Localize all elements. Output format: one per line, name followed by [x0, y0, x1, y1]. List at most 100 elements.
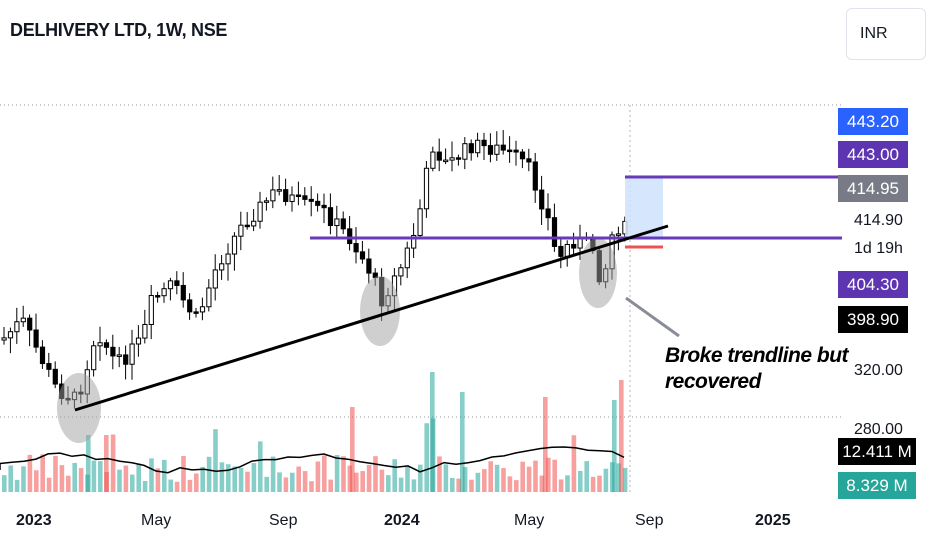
candle-body: [142, 323, 148, 339]
candle-body: [430, 151, 436, 169]
volume-bar: [520, 461, 525, 492]
volume-bar: [34, 470, 39, 492]
volume-bar: [53, 456, 58, 492]
currency-button[interactable]: INR: [846, 8, 926, 60]
volume-bar: [456, 478, 461, 492]
candle-body: [468, 143, 474, 154]
volume-bar: [443, 464, 449, 492]
candle-body: [174, 280, 180, 286]
candle-body: [283, 189, 289, 202]
candle-body: [455, 157, 462, 160]
candle-body: [526, 158, 532, 163]
volume-bar: [482, 469, 487, 492]
volume-bars: [2, 372, 628, 492]
annotation-pointer: [625, 296, 680, 338]
volume-bar: [270, 456, 276, 492]
candle-body: [206, 287, 212, 308]
candle-body: [315, 200, 321, 206]
volume-bar: [533, 460, 538, 492]
price-tick-current: 414.90: [854, 212, 903, 229]
volume-bar: [194, 473, 199, 492]
volume-bar: [168, 479, 173, 492]
volume-bar: [379, 469, 385, 492]
volume-bar: [110, 434, 116, 492]
volume-bar: [354, 472, 359, 492]
volume-bar: [405, 466, 410, 492]
price-badge-low: 398.90: [838, 306, 908, 333]
badge-text: 398.90: [847, 310, 899, 329]
annotation-text[interactable]: Broke trendline but recovered: [665, 344, 849, 393]
volume-bar: [226, 464, 231, 492]
candle-body: [558, 245, 564, 257]
volume-bar: [424, 423, 429, 492]
volume-bar: [571, 435, 577, 492]
target-zone: [625, 177, 663, 237]
drawings: [57, 175, 842, 443]
candle-body: [289, 194, 295, 202]
candle-body: [353, 243, 359, 253]
volume-bar: [539, 475, 545, 492]
ellipse-highlight-icon: [579, 238, 617, 308]
volume-bar: [315, 461, 321, 492]
candle-body: [449, 157, 455, 161]
candle-body: [270, 189, 276, 202]
volume-bar: [213, 429, 218, 492]
badge-text: 443.00: [847, 145, 899, 164]
volume-bar: [181, 455, 186, 492]
volume-bar: [514, 480, 519, 492]
candle-body: [14, 321, 20, 333]
candle-body: [545, 208, 551, 219]
candle-body: [231, 235, 238, 255]
time-label: May: [514, 512, 545, 529]
volume-bar: [558, 479, 564, 492]
volume-spike: [543, 397, 548, 492]
volume-bar: [526, 466, 532, 492]
volume-spike: [612, 400, 617, 492]
volume-bar: [149, 458, 154, 492]
candle-body: [564, 243, 570, 257]
volume-bar: [360, 471, 365, 492]
candle-body: [532, 161, 538, 191]
badge-text: 12.411 M: [842, 442, 912, 461]
volume-bar: [258, 441, 263, 492]
candle-body: [475, 139, 481, 154]
time-label: 2024: [384, 512, 420, 529]
volume-bar: [27, 454, 33, 492]
candle-body: [199, 306, 206, 313]
candle-body: [308, 198, 314, 202]
candle-body: [251, 220, 257, 227]
volume-bar: [597, 475, 602, 492]
time-label: Sep: [269, 512, 298, 529]
price-badge-resistance: 443.00: [838, 141, 908, 168]
volume-bar: [341, 456, 346, 492]
volume-bar: [219, 462, 225, 492]
trendline: [74, 224, 669, 412]
candle-body: [327, 207, 334, 227]
volume-bar: [46, 477, 52, 492]
volume-bar: [507, 476, 513, 492]
volume-bar: [155, 468, 161, 492]
volume-bar: [347, 465, 353, 492]
candle-body: [91, 345, 97, 371]
candle-body: [263, 200, 270, 203]
volume-spike: [350, 407, 355, 492]
volume-bar: [283, 477, 289, 492]
volume-bar: [366, 464, 372, 492]
candle-body: [295, 194, 302, 198]
badge-text: 443.20: [847, 112, 899, 131]
candle-body: [33, 329, 39, 348]
ellipse-highlight-icon: [360, 276, 400, 346]
candle-body: [411, 234, 417, 249]
volume-bar: [174, 481, 180, 492]
candle-body: [551, 217, 558, 247]
candle-body: [123, 354, 129, 365]
volume-bar: [546, 457, 551, 492]
volume-bar: [450, 477, 455, 492]
volume-bar: [123, 465, 129, 492]
candle-body: [404, 247, 410, 269]
symbol-title[interactable]: DELHIVERY LTD, 1W, NSE: [10, 20, 228, 40]
volume-bar: [603, 468, 609, 492]
volume-bar: [142, 480, 148, 492]
